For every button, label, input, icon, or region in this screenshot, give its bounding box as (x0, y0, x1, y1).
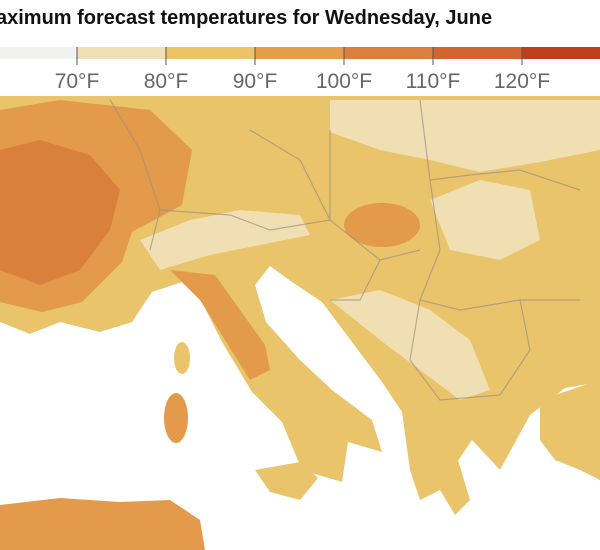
land-greece (402, 412, 470, 515)
island-corsica (174, 342, 190, 374)
map (0, 96, 600, 550)
legend-label: 90°F (233, 70, 278, 93)
mild-balkans (330, 290, 490, 400)
island-sicily (255, 462, 318, 500)
island-sardinia (164, 393, 188, 443)
legend: 70°F 80°F 90°F 100°F 110°F 120°F (0, 47, 600, 93)
legend-label: 100°F (316, 70, 372, 93)
mild-north (330, 100, 600, 172)
legend-swatch (344, 47, 433, 59)
hotter-france (0, 140, 120, 285)
hot-hungary (344, 203, 420, 247)
land-africa (0, 498, 205, 550)
mild-romania (430, 180, 540, 260)
legend-swatch (255, 47, 344, 59)
legend-label: 120°F (494, 70, 550, 93)
borders (109, 99, 581, 401)
legend-swatch (0, 47, 77, 59)
legend-label: 80°F (144, 70, 189, 93)
legend-swatch (522, 47, 600, 59)
mild-alps (140, 210, 310, 270)
legend-swatch (166, 47, 255, 59)
legend-swatch (433, 47, 522, 59)
legend-swatch (77, 47, 166, 59)
land-turkey (540, 380, 600, 480)
legend-label: 110°F (406, 70, 461, 93)
hot-italy (170, 270, 270, 380)
map-title: aximum forecast temperatures for Wednesd… (0, 7, 492, 29)
legend-label: 70°F (55, 70, 100, 93)
